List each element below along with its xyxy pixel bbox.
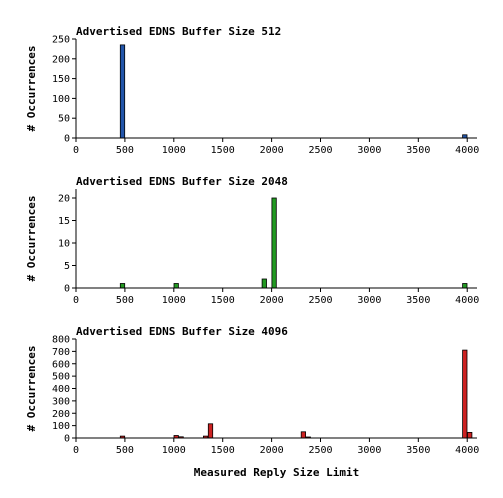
x-tick-label: 1500 (211, 145, 235, 156)
y-tick-label: 400 (52, 384, 70, 395)
chart-panel-1: Advertised EDNS Buffer Size 512 0 50 100 150… (25, 25, 479, 156)
x-tick-label: 3000 (357, 445, 381, 456)
y-tick-label: 150 (52, 74, 70, 85)
x-tick-label: 3500 (406, 295, 430, 306)
x-tick-label: 0 (73, 295, 79, 306)
bar (300, 431, 307, 439)
y-axis-label: # Occurrences (25, 45, 38, 131)
x-tick-label: 3000 (357, 145, 381, 156)
y-tick-label: 15 (58, 216, 70, 227)
bar (462, 349, 468, 439)
x-tick-label: 500 (116, 445, 134, 456)
x-tick-label: 4000 (455, 445, 479, 456)
x-tick-label: 0 (73, 145, 79, 156)
x-tick-label: 0 (73, 445, 79, 456)
chart-title: Advertised EDNS Buffer Size 4096 (76, 325, 288, 338)
x-tick-label: 1000 (162, 145, 186, 156)
bar (207, 423, 214, 439)
x-axis-label: Measured Reply Size Limit (194, 466, 360, 479)
x-tick-label: 4000 (455, 145, 479, 156)
bar (271, 197, 277, 289)
y-tick-label: 800 (52, 335, 70, 346)
y-tick-label: 600 (52, 359, 70, 370)
x-tick-label: 2500 (308, 445, 332, 456)
x-tick-label: 500 (116, 295, 134, 306)
chart-title: Advertised EDNS Buffer Size 2048 (76, 175, 288, 188)
y-tick-label: 200 (52, 54, 70, 65)
x-tick-label: 1500 (211, 295, 235, 306)
y-tick-label: 300 (52, 396, 70, 407)
chart-panel-2: Advertised EDNS Buffer Size 2048 0 5 10 15 20… (25, 175, 479, 306)
x-tick-label: 2500 (308, 295, 332, 306)
x-tick-label: 2000 (260, 145, 284, 156)
bar (462, 283, 468, 289)
chart-title: Advertised EDNS Buffer Size 512 (76, 25, 281, 38)
x-tick-label: 3500 (406, 145, 430, 156)
bar (119, 283, 126, 289)
y-tick-label: 5 (64, 261, 70, 272)
x-tick-label: 4000 (455, 295, 479, 306)
y-axis-label: # Occurrences (25, 195, 38, 281)
y-tick-label: 250 (52, 35, 70, 46)
x-tick-label: 500 (116, 145, 134, 156)
y-tick-label: 700 (52, 347, 70, 358)
y-tick-label: 10 (58, 239, 70, 250)
y-tick-label: 0 (64, 434, 70, 445)
bar (467, 431, 473, 439)
x-tick-label: 2500 (308, 145, 332, 156)
bar (173, 283, 179, 289)
x-tick-label: 1000 (162, 295, 186, 306)
bar (119, 44, 126, 139)
y-tick-label: 20 (58, 194, 70, 205)
y-tick-label: 200 (52, 409, 70, 420)
x-tick-label: 3000 (357, 295, 381, 306)
x-tick-label: 3500 (406, 445, 430, 456)
bar (261, 278, 267, 289)
y-tick-label: 50 (58, 114, 70, 125)
y-tick-label: 100 (52, 421, 70, 432)
x-tick-label: 1000 (162, 445, 186, 456)
x-tick-label: 1500 (211, 445, 235, 456)
x-tick-label: 2000 (260, 295, 284, 306)
y-tick-label: 0 (64, 284, 70, 295)
y-axis-label: # Occurrences (25, 345, 38, 431)
y-tick-label: 500 (52, 372, 70, 383)
x-tick-label: 2000 (260, 445, 284, 456)
y-tick-label: 100 (52, 94, 70, 105)
y-tick-label: 0 (64, 134, 70, 145)
